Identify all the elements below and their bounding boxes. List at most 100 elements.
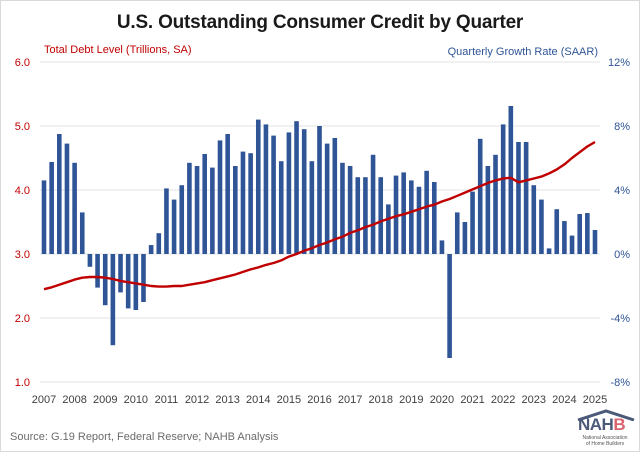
growth-bar	[102, 254, 108, 306]
x-axis-tick-label: 2024	[552, 394, 576, 406]
x-axis-tick-label: 2019	[399, 394, 423, 406]
x-axis-tick-label: 2012	[185, 394, 209, 406]
logo-wordmark-main: NAH	[578, 415, 614, 434]
growth-bar	[79, 212, 85, 254]
growth-bar	[447, 254, 452, 358]
right-axis-tick-label: -4%	[610, 313, 630, 325]
growth-bar	[493, 154, 498, 254]
left-axis-tick-label: 2.0	[15, 313, 30, 325]
right-axis-title: Quarterly Growth Rate (SAAR)	[447, 46, 598, 58]
x-axis-tick-label: 2017	[338, 394, 362, 406]
x-axis-tick-label: 2022	[491, 394, 515, 406]
left-axis-tick-label: 1.0	[15, 377, 30, 389]
growth-bar	[340, 162, 345, 254]
logo-subtitle: National Association of Home Builders	[574, 435, 636, 447]
left-axis-tick-label: 5.0	[15, 121, 30, 133]
growth-bar	[477, 138, 483, 254]
growth-bar	[577, 214, 582, 254]
growth-bar	[485, 166, 491, 254]
x-axis-tick-label: 2013	[215, 394, 239, 406]
x-axis-tick-label: 2020	[430, 394, 454, 406]
growth-bar	[324, 143, 330, 254]
growth-bar	[49, 162, 54, 254]
growth-bar	[546, 248, 552, 254]
x-axis-tick-label: 2008	[62, 394, 86, 406]
logo-subtitle-line2: of Home Builders	[585, 441, 625, 447]
growth-bar	[393, 175, 399, 254]
growth-bar	[539, 199, 544, 254]
debt-level-line	[43, 140, 596, 291]
growth-bar	[431, 182, 437, 254]
growth-bar	[72, 162, 77, 254]
right-axis-tick-label: 12%	[608, 57, 630, 69]
nahb-logo: NAHB National Association of Home Builder…	[572, 409, 636, 449]
growth-bar	[523, 142, 529, 254]
growth-bar	[179, 185, 185, 254]
growth-bar	[424, 170, 429, 254]
growth-bar	[171, 199, 177, 254]
growth-bar	[409, 180, 414, 254]
x-axis-tick-label: 2016	[307, 394, 331, 406]
left-axis-title: Total Debt Level (Trillions, SA)	[44, 44, 192, 56]
growth-bar	[508, 106, 514, 254]
growth-bar	[363, 177, 368, 254]
growth-bar	[118, 254, 123, 293]
x-axis-tick-label: 2023	[522, 394, 546, 406]
growth-bar	[217, 140, 223, 254]
right-axis-tick-label: 8%	[614, 121, 630, 133]
left-axis-tick-label: 4.0	[15, 185, 30, 197]
x-axis-tick-label: 2009	[93, 394, 117, 406]
growth-bar	[516, 142, 521, 254]
growth-bar	[87, 254, 93, 267]
growth-bar	[164, 188, 169, 254]
growth-bar	[233, 166, 238, 254]
left-axis-tick-label: 6.0	[15, 57, 30, 69]
growth-bar	[110, 254, 116, 346]
x-axis-tick-label: 2007	[32, 394, 56, 406]
growth-bar	[332, 138, 338, 254]
left-axis-tick-label: 3.0	[15, 249, 30, 261]
growth-bar	[95, 254, 100, 288]
growth-bar	[64, 143, 70, 254]
growth-bar	[562, 221, 567, 254]
growth-bar	[141, 254, 146, 302]
x-axis-tick-label: 2021	[460, 394, 484, 406]
growth-bar	[439, 240, 445, 254]
right-axis-tick-label: 4%	[614, 185, 630, 197]
growth-bar	[454, 212, 460, 254]
growth-bar	[263, 124, 269, 255]
growth-bar	[225, 134, 230, 254]
growth-bar	[294, 121, 299, 254]
x-axis-tick-label: 2011	[155, 394, 179, 406]
growth-bar	[187, 162, 192, 254]
x-axis-tick-label: 2025	[583, 394, 607, 406]
growth-bar	[370, 154, 376, 254]
growth-bar	[309, 161, 315, 254]
right-axis-tick-label: 0%	[614, 249, 630, 261]
logo-wordmark-b: B	[613, 415, 626, 434]
growth-bar	[41, 180, 47, 254]
growth-bar	[133, 254, 139, 310]
chart-title: U.S. Outstanding Consumer Credit by Quar…	[116, 12, 524, 33]
growth-bar	[585, 213, 590, 254]
growth-bar	[271, 135, 276, 254]
growth-bar	[470, 191, 475, 254]
growth-bar	[240, 151, 246, 254]
right-axis-tick-label: -8%	[610, 377, 630, 389]
logo-subtitle-line1: National Association	[582, 435, 628, 441]
growth-bar	[317, 126, 322, 254]
growth-bar	[554, 209, 560, 254]
x-axis-tick-label: 2010	[124, 394, 148, 406]
growth-bar	[286, 132, 292, 254]
growth-bar	[248, 153, 253, 254]
growth-bar	[194, 166, 200, 254]
growth-bar	[148, 245, 154, 254]
house-roof-icon	[577, 409, 635, 421]
growth-bar	[592, 230, 598, 254]
growth-bar	[500, 124, 506, 255]
logo-wordmark: NAHB	[578, 415, 626, 435]
growth-bar	[57, 134, 62, 254]
growth-bar	[531, 185, 537, 254]
growth-bar	[255, 119, 261, 254]
